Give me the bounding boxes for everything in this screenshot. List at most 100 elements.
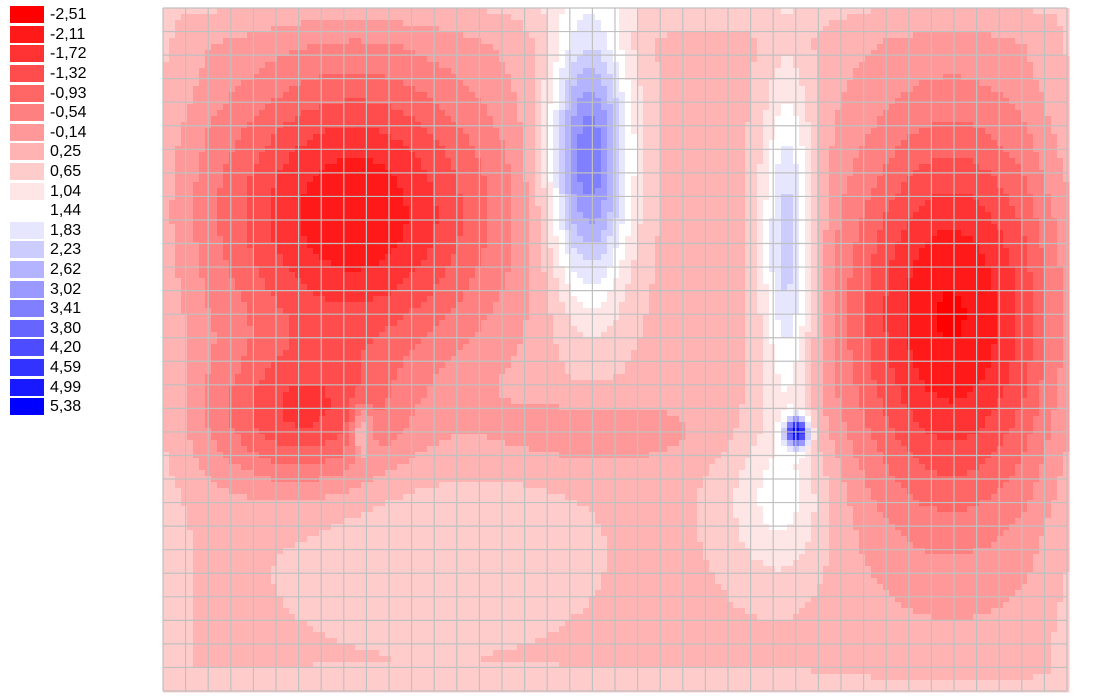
field-cell [481,182,488,189]
field-cell [781,110,788,117]
field-cell [571,128,578,135]
field-cell [1027,104,1034,111]
field-cell [547,110,554,117]
field-cell [367,140,374,147]
field-cell [265,164,272,171]
field-cell [355,74,362,81]
field-cell [709,140,716,147]
field-cell [259,86,266,93]
field-cell [181,20,188,27]
field-cell [403,38,410,45]
field-cell [235,32,242,39]
field-cell [265,98,272,105]
field-cell [829,140,836,147]
field-cell [265,74,272,81]
field-cell [259,68,266,75]
field-cell [511,140,518,147]
field-cell [631,110,638,117]
field-cell [169,56,176,63]
field-cell [865,8,872,15]
field-cell [859,56,866,63]
field-cell [715,152,722,159]
field-cell [829,98,836,105]
field-cell [301,164,308,171]
field-cell [481,74,488,81]
field-cell [661,32,668,39]
field-cell [853,38,860,45]
field-cell [415,188,422,195]
field-cell [187,164,194,171]
field-cell [415,134,422,141]
field-cell [553,8,560,15]
field-cell [523,14,530,21]
field-cell [211,140,218,147]
field-cell [403,176,410,183]
field-cell [283,32,290,39]
field-cell [721,8,728,15]
field-cell [259,152,266,159]
field-cell [967,182,974,189]
field-cell [943,194,950,201]
field-cell [337,80,344,87]
field-cell [571,8,578,15]
field-cell [259,128,266,135]
field-cell [283,8,290,15]
field-cell [871,128,878,135]
field-cell [751,68,758,75]
field-cell [283,20,290,27]
field-cell [787,104,794,111]
field-cell [901,44,908,51]
field-cell [841,14,848,21]
field-cell [865,98,872,105]
field-cell [643,32,650,39]
field-cell [559,44,566,51]
field-cell [913,188,920,195]
field-cell [829,134,836,141]
field-cell [943,56,950,63]
field-cell [937,152,944,159]
field-cell [463,86,470,93]
field-cell [307,14,314,21]
field-cell [415,194,422,201]
field-cell [625,38,632,45]
field-cell [583,74,590,81]
field-cell [667,176,674,183]
field-cell [325,80,332,87]
field-cell [943,98,950,105]
field-cell [505,44,512,51]
field-cell [529,86,536,93]
field-cell [853,14,860,21]
field-cell [577,32,584,39]
field-cell [919,56,926,63]
field-cell [217,62,224,69]
field-cell [223,62,230,69]
field-cell [685,128,692,135]
field-cell [967,68,974,75]
field-cell [937,38,944,45]
field-cell [997,44,1004,51]
field-cell [661,8,668,15]
field-cell [997,38,1004,45]
field-cell [721,74,728,81]
field-cell [763,182,770,189]
field-cell [673,38,680,45]
field-cell [331,8,338,15]
field-cell [355,200,362,207]
field-cell [865,140,872,147]
field-cell [661,80,668,87]
field-cell [1063,158,1070,165]
field-cell [211,158,218,165]
field-cell [865,44,872,51]
field-cell [649,176,656,183]
field-cell [889,68,896,75]
field-cell [187,188,194,195]
field-cell [553,110,560,117]
field-cell [277,38,284,45]
field-cell [901,134,908,141]
field-cell [805,86,812,93]
field-cell [445,56,452,63]
field-cell [349,86,356,93]
field-cell [415,164,422,171]
field-cell [337,200,344,207]
field-cell [193,80,200,87]
